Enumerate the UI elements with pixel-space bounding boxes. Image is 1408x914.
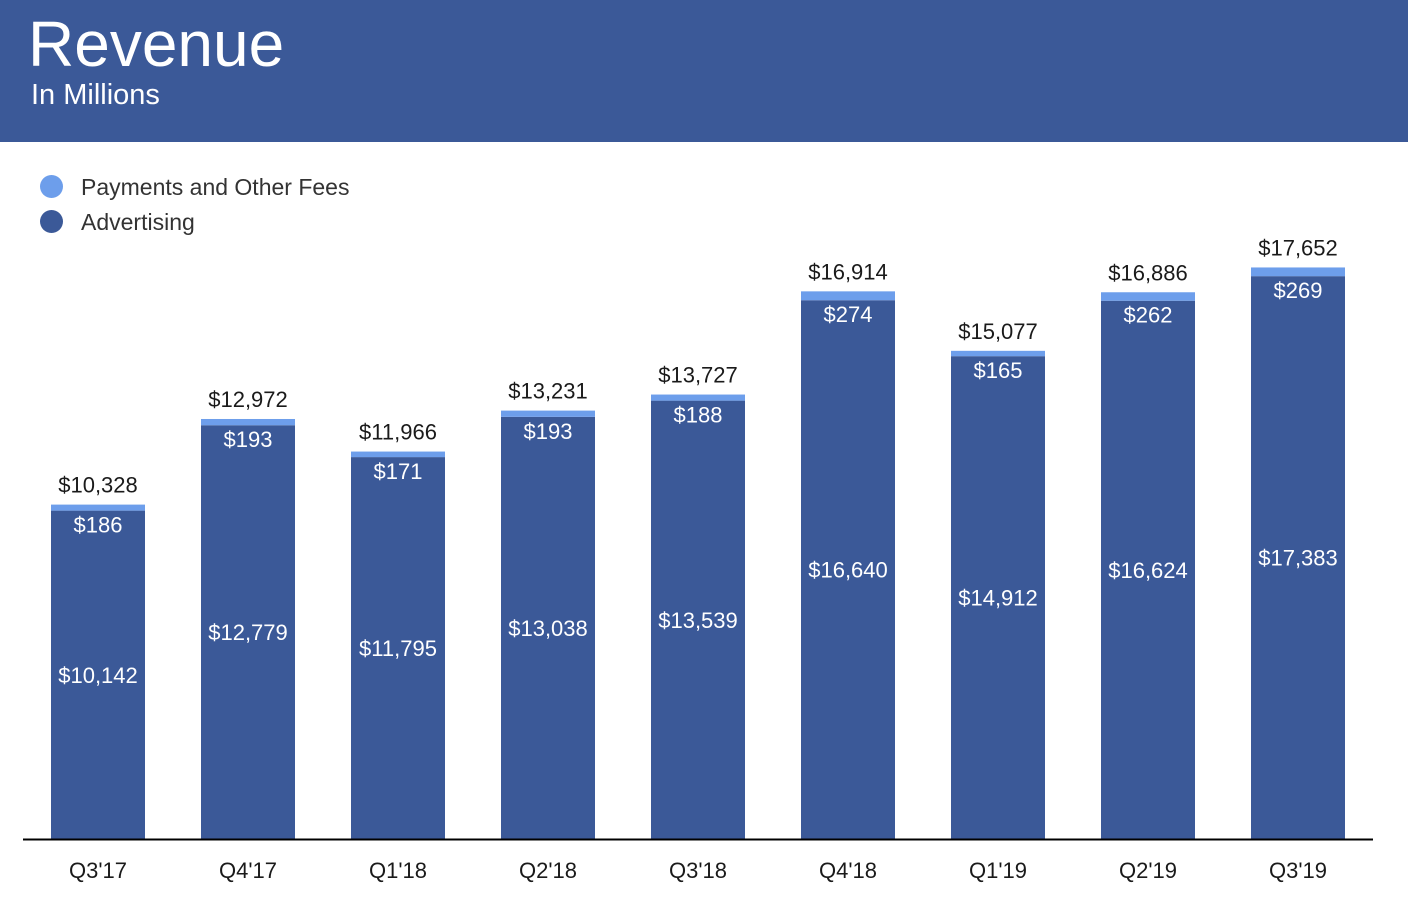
data-label-advertising: $13,539 [658,608,738,633]
data-label-advertising: $10,142 [58,663,138,688]
bar-advertising [1101,300,1195,840]
data-label-payments: $171 [374,459,423,484]
data-label-payments: $274 [824,302,873,327]
data-label-advertising: $17,383 [1258,546,1338,571]
data-label-payments: $193 [224,427,273,452]
total-label: $17,652 [1258,235,1338,260]
legend-swatch-payments [40,175,63,198]
data-label-payments: $188 [674,403,723,428]
data-label-payments: $186 [74,513,123,538]
bar-payments [51,504,145,511]
bar-advertising [201,425,295,839]
data-label-advertising: $16,624 [1108,558,1188,583]
data-label-advertising: $12,779 [208,620,288,645]
data-label-advertising: $14,912 [958,586,1038,611]
total-label: $13,231 [508,379,588,404]
bar-payments [351,451,445,458]
x-tick-label: Q2'18 [519,858,577,883]
bar-advertising [1251,276,1345,840]
x-tick-label: Q4'18 [819,858,877,883]
bar-advertising [351,457,445,839]
page-subtitle: In Millions [31,79,160,111]
data-label-payments: $193 [524,419,573,444]
data-label-advertising: $13,038 [508,616,588,641]
bar-advertising [501,416,595,839]
bar-payments [201,418,295,426]
data-label-advertising: $11,795 [359,636,437,661]
bar-payments [801,291,895,301]
total-label: $10,328 [58,473,138,498]
x-tick-label: Q3'18 [669,858,727,883]
bar-payments [651,394,745,401]
legend-swatch-advertising [40,210,63,233]
total-label: $11,966 [359,420,437,445]
total-label: $16,914 [808,259,888,284]
bar-advertising [651,400,745,839]
bar-payments [1101,292,1195,301]
x-tick-label: Q4'17 [219,858,277,883]
x-tick-label: Q2'19 [1119,858,1177,883]
data-label-payments: $165 [974,358,1023,383]
total-label: $16,886 [1108,260,1188,285]
bar-advertising [951,356,1045,839]
x-tick-label: Q1'18 [369,858,427,883]
legend-label-advertising: Advertising [81,209,195,235]
data-label-advertising: $16,640 [808,558,888,583]
bar-advertising [801,300,895,840]
header-bar: Revenue In Millions [0,0,1408,142]
data-label-payments: $269 [1274,278,1323,303]
page-title: Revenue [28,8,285,80]
data-label-payments: $262 [1124,303,1173,328]
x-tick-label: Q3'19 [1269,858,1327,883]
x-tick-label: Q1'19 [969,858,1027,883]
total-label: $12,972 [208,387,288,412]
bar-advertising [51,510,145,839]
total-label: $13,727 [658,363,738,388]
bar-payments [1251,267,1345,277]
bar-payments [951,350,1045,357]
legend-label-payments: Payments and Other Fees [81,174,350,200]
x-tick-label: Q3'17 [69,858,127,883]
bar-payments [501,410,595,417]
total-label: $15,077 [958,319,1038,344]
